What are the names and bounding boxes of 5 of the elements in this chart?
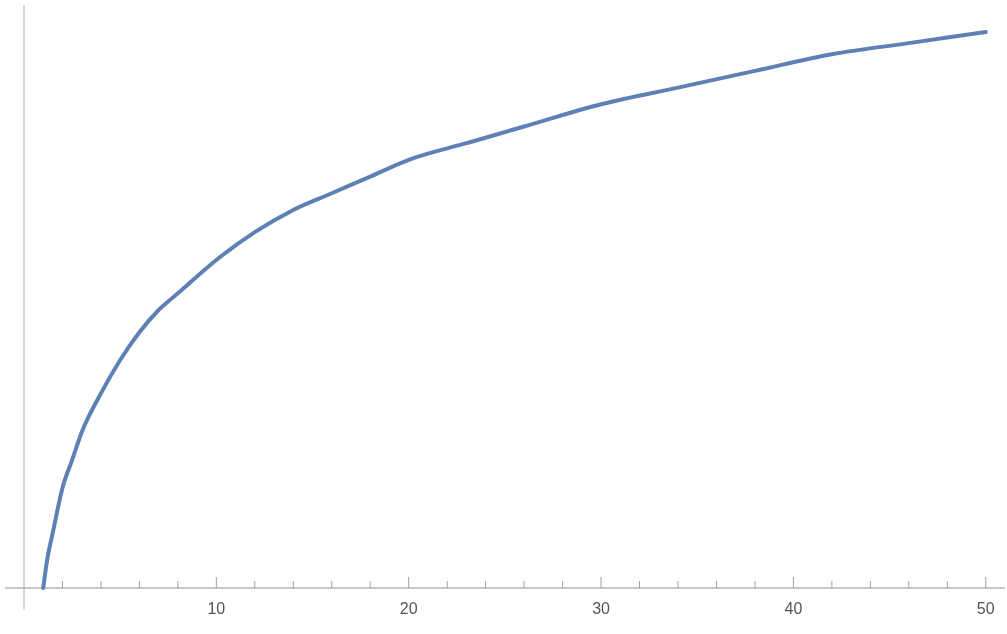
x-tick-label: 20 (399, 600, 418, 617)
x-tick-label: 50 (976, 600, 995, 617)
x-tick-label: 10 (207, 600, 226, 617)
x-tick-label: 40 (784, 600, 803, 617)
x-tick-label: 30 (592, 600, 611, 617)
